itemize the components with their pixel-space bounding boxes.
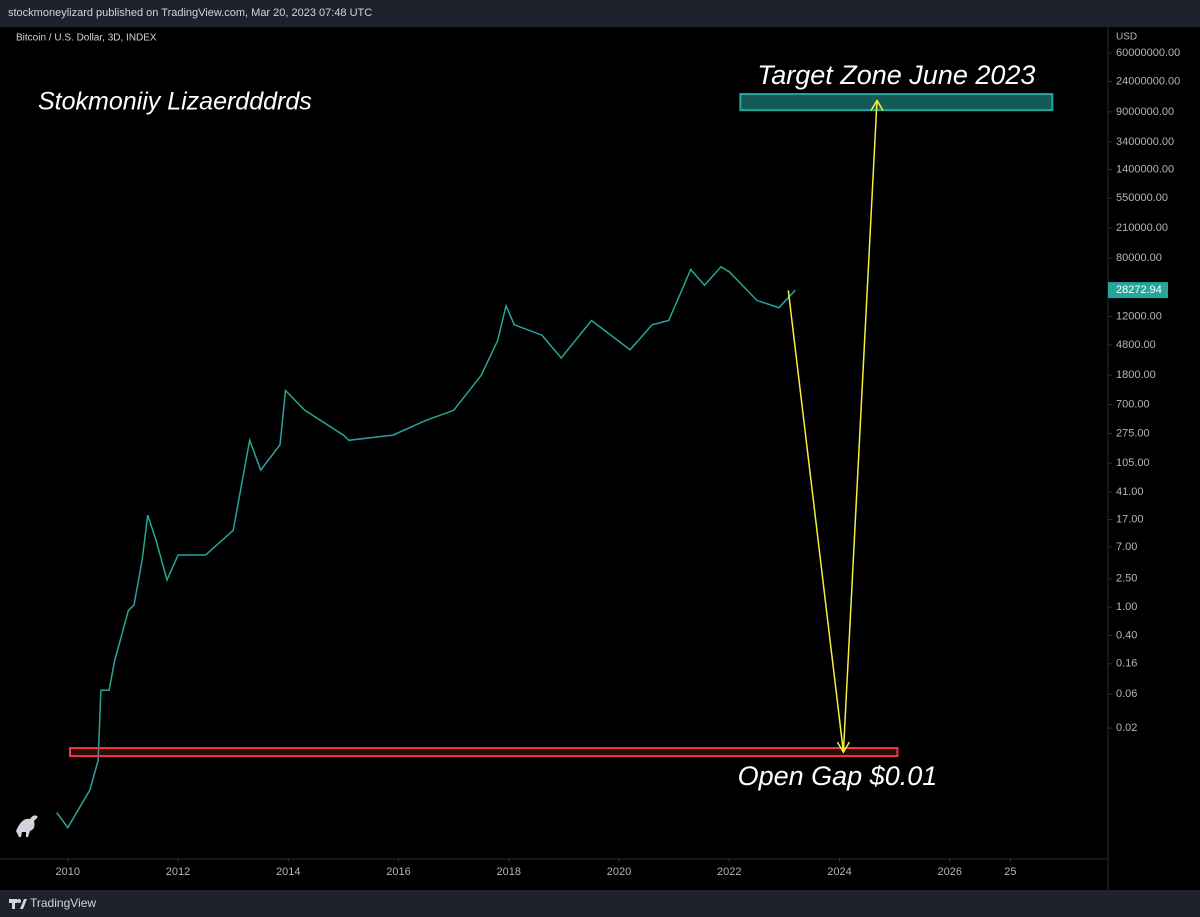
x-tick-label: 2014 <box>276 866 300 878</box>
x-tick-label: 2016 <box>386 866 410 878</box>
y-tick-label: 0.16 <box>1116 658 1137 670</box>
arrow-head <box>836 741 851 754</box>
logo-icon <box>16 815 38 837</box>
x-tick-label: 2018 <box>497 866 521 878</box>
footer-logo <box>9 899 27 909</box>
y-tick-label: 275.00 <box>1116 427 1150 439</box>
y-axis-label: USD <box>1116 32 1137 43</box>
y-tick-label: 12000.00 <box>1116 311 1162 323</box>
y-tick-label: 210000.00 <box>1116 222 1168 234</box>
x-tick-label: 2024 <box>827 866 851 878</box>
chart-title: Bitcoin / U.S. Dollar, 3D, INDEX <box>16 33 157 44</box>
y-tick-label: 0.40 <box>1116 629 1137 641</box>
x-tick-label: 2022 <box>717 866 741 878</box>
tv-logo <box>16 815 38 837</box>
gap-zone-label: Open Gap $0.01 <box>738 761 938 791</box>
target-zone <box>739 93 1054 112</box>
chart: Bitcoin / U.S. Dollar, 3D, INDEX USD Sto… <box>0 27 1200 890</box>
x-tick-label: 2020 <box>607 866 631 878</box>
y-tick-label: 3400000.00 <box>1116 136 1174 148</box>
x-tick-label: 2012 <box>166 866 190 878</box>
y-tick-label: 4800.00 <box>1116 339 1156 351</box>
header-bar: stockmoneylizard published on TradingVie… <box>0 0 1200 27</box>
y-tick-label: 1400000.00 <box>1116 163 1174 175</box>
y-tick-label: 17.00 <box>1116 513 1144 525</box>
logo-part <box>17 899 21 903</box>
logo-part <box>12 899 15 909</box>
arrow-head <box>870 99 884 111</box>
y-tick-label: 2.50 <box>1116 573 1137 585</box>
footer-text: TradingView <box>30 896 97 910</box>
logo-part <box>20 899 27 909</box>
y-tick-label: 1.00 <box>1116 601 1137 613</box>
last-price-label: 28272.94 <box>1116 284 1162 296</box>
y-tick-label: 7.00 <box>1116 541 1137 553</box>
y-tick-label: 80000.00 <box>1116 252 1162 264</box>
y-tick-label: 700.00 <box>1116 398 1150 410</box>
y-tick-label: 60000000.00 <box>1116 47 1180 59</box>
y-tick-label: 0.06 <box>1116 688 1137 700</box>
x-tick-label: 2026 <box>938 866 962 878</box>
background <box>0 27 1200 890</box>
y-tick-label: 105.00 <box>1116 457 1150 469</box>
price-line <box>56 265 796 830</box>
y-tick-label: 9000000.00 <box>1116 106 1174 118</box>
x-tick-label: 25 <box>1004 866 1016 878</box>
header-text: stockmoneylizard published on TradingVie… <box>8 7 373 19</box>
y-tick-label: 0.02 <box>1116 722 1137 734</box>
x-tick-label: 2010 <box>56 866 80 878</box>
gap-zone <box>69 747 899 758</box>
target-zone-label: Target Zone June 2023 <box>757 60 1035 90</box>
y-tick-label: 550000.00 <box>1116 192 1168 204</box>
footer-bar: TradingView <box>0 890 1200 917</box>
author-label: Stokmoniiy Lizaerdddrds <box>38 88 312 116</box>
y-tick-label: 24000000.00 <box>1116 75 1180 87</box>
last-price-box <box>1108 282 1168 299</box>
y-tick-label: 41.00 <box>1116 486 1144 498</box>
y-tick-label: 1800.00 <box>1116 369 1156 381</box>
